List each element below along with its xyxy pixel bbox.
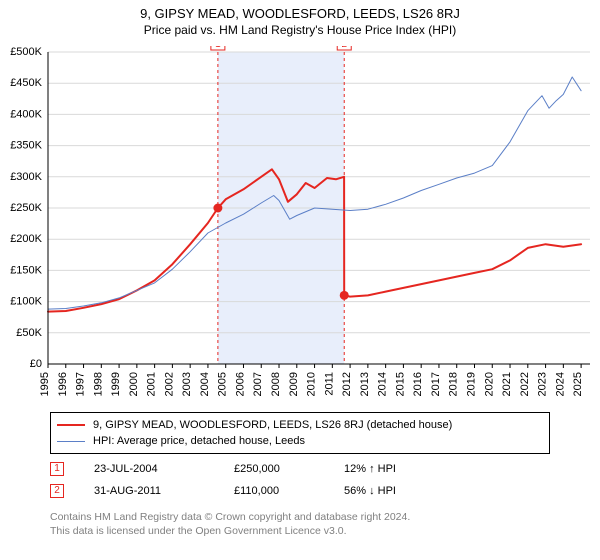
svg-text:2017: 2017 — [430, 372, 442, 396]
svg-text:£50K: £50K — [16, 327, 42, 339]
event-row: 2 31-AUG-2011£110,00056% ↓ HPI — [50, 480, 560, 502]
event-row: 1 23-JUL-2004£250,00012% ↑ HPI — [50, 458, 560, 480]
page-subtitle: Price paid vs. HM Land Registry's House … — [0, 21, 600, 37]
svg-text:2002: 2002 — [163, 372, 175, 396]
legend-swatch — [57, 424, 85, 426]
svg-text:£250K: £250K — [10, 202, 42, 214]
event-date: 23-JUL-2004 — [94, 463, 234, 475]
svg-text:2000: 2000 — [128, 372, 140, 396]
event-marker: 1 — [50, 462, 64, 476]
legend-label: 9, GIPSY MEAD, WOODLESFORD, LEEDS, LS26 … — [93, 419, 452, 431]
svg-text:2015: 2015 — [394, 372, 406, 396]
svg-text:2008: 2008 — [270, 372, 282, 396]
event-marker: 2 — [50, 484, 64, 498]
svg-text:£450K: £450K — [10, 77, 42, 89]
event-delta: 12% ↑ HPI — [344, 463, 454, 475]
svg-text:2023: 2023 — [537, 372, 549, 396]
svg-text:1996: 1996 — [57, 372, 69, 396]
event-date: 31-AUG-2011 — [94, 485, 234, 497]
svg-text:2: 2 — [341, 46, 347, 50]
legend-label: HPI: Average price, detached house, Leed… — [93, 435, 305, 447]
svg-text:£150K: £150K — [10, 264, 42, 276]
svg-text:2025: 2025 — [572, 372, 584, 396]
svg-text:1997: 1997 — [75, 372, 87, 396]
footer-line: Contains HM Land Registry data © Crown c… — [50, 510, 560, 524]
svg-text:1998: 1998 — [92, 372, 104, 396]
svg-text:2022: 2022 — [519, 372, 531, 396]
svg-text:2013: 2013 — [359, 372, 371, 396]
svg-text:£400K: £400K — [10, 108, 42, 120]
svg-text:£0: £0 — [30, 358, 42, 370]
svg-text:£200K: £200K — [10, 233, 42, 245]
svg-text:2006: 2006 — [234, 372, 246, 396]
svg-text:2012: 2012 — [341, 372, 353, 396]
svg-text:£500K: £500K — [10, 46, 42, 58]
svg-text:2010: 2010 — [306, 372, 318, 396]
page-title: 9, GIPSY MEAD, WOODLESFORD, LEEDS, LS26 … — [0, 0, 600, 21]
svg-text:2014: 2014 — [377, 372, 389, 396]
event-price: £250,000 — [234, 463, 344, 475]
svg-text:2007: 2007 — [252, 372, 264, 396]
footer-attribution: Contains HM Land Registry data © Crown c… — [50, 510, 560, 538]
svg-text:2020: 2020 — [483, 372, 495, 396]
svg-text:1999: 1999 — [110, 372, 122, 396]
svg-text:2001: 2001 — [146, 372, 158, 396]
footer-line: This data is licensed under the Open Gov… — [50, 524, 560, 538]
svg-text:1995: 1995 — [39, 372, 51, 396]
svg-text:2021: 2021 — [501, 372, 513, 396]
event-delta: 56% ↓ HPI — [344, 485, 454, 497]
line-chart: £0 £50K £100K £150K £200K £250K £300K £350K £400… — [0, 46, 600, 400]
event-price: £110,000 — [234, 485, 344, 497]
svg-text:£300K: £300K — [10, 171, 42, 183]
legend-item: 9, GIPSY MEAD, WOODLESFORD, LEEDS, LS26 … — [57, 417, 543, 433]
svg-text:2019: 2019 — [465, 372, 477, 396]
svg-text:£350K: £350K — [10, 140, 42, 152]
svg-text:2018: 2018 — [448, 372, 460, 396]
svg-text:2009: 2009 — [288, 372, 300, 396]
svg-text:2024: 2024 — [554, 372, 566, 396]
legend-swatch — [57, 441, 85, 442]
svg-text:2016: 2016 — [412, 372, 424, 396]
svg-text:2004: 2004 — [199, 372, 211, 396]
svg-text:£100K: £100K — [10, 296, 42, 308]
legend-item: HPI: Average price, detached house, Leed… — [57, 433, 543, 449]
svg-text:2005: 2005 — [217, 372, 229, 396]
svg-text:1: 1 — [215, 46, 221, 50]
svg-text:2011: 2011 — [323, 372, 335, 396]
legend: 9, GIPSY MEAD, WOODLESFORD, LEEDS, LS26 … — [50, 412, 550, 454]
chart-area: £0 £50K £100K £150K £200K £250K £300K £350K £400… — [0, 46, 600, 400]
svg-text:2003: 2003 — [181, 372, 193, 396]
events-table: 1 23-JUL-2004£250,00012% ↑ HPI 2 31-AUG-201… — [50, 458, 560, 502]
